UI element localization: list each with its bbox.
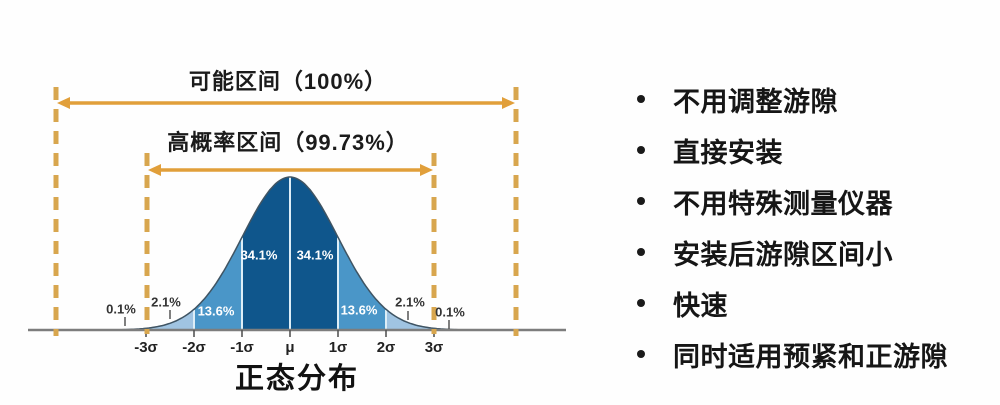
arrowhead-left-icon — [148, 164, 161, 176]
segment-pct-label: 13.6% — [197, 303, 235, 319]
bell-curve-plot — [28, 87, 566, 337]
high-probability-interval-label: 高概率区间（99.73%） — [167, 130, 409, 155]
list-item-text: 不用特殊测量仪器 — [673, 188, 893, 219]
normal-distribution-chart: 可能区间（100%） 高概率区间（99.73%） 正态分布 0.1% 2.1% 13… — [28, 69, 566, 395]
x-axis-tick-label: 2σ — [376, 339, 396, 356]
arrowhead-right-icon — [502, 97, 515, 109]
list-item-text: 同时适用预紧和正游隙 — [673, 341, 948, 372]
list-item: 快速 — [637, 288, 997, 321]
x-axis-tick-label: -1σ — [230, 339, 254, 356]
list-item: 安装后游隙区间小 — [637, 237, 997, 270]
chart-title: 正态分布 — [234, 363, 360, 395]
distribution-segment — [146, 309, 194, 330]
list-item-text: 直接安装 — [673, 137, 783, 168]
x-axis-tick-label: 1σ — [328, 339, 348, 356]
x-axis-tick-label: -3σ — [134, 339, 158, 356]
bullet-icon — [637, 197, 645, 205]
list-item-text: 不用调整游隙 — [673, 86, 838, 117]
x-axis-tick-label: 3σ — [424, 339, 444, 356]
segment-pct-label: 13.6% — [340, 302, 378, 318]
arrowhead-right-icon — [420, 164, 433, 176]
segment-pct-label: 2.1% — [395, 294, 425, 310]
segment-pct-label: 34.1% — [240, 247, 278, 263]
x-axis-tick-label: μ — [285, 339, 295, 356]
bullet-icon — [637, 146, 645, 154]
list-item-text: 安装后游隙区间小 — [673, 239, 893, 270]
list-item-text: 快速 — [673, 290, 728, 321]
list-item: 不用特殊测量仪器 — [637, 186, 997, 219]
arrowhead-left-icon — [57, 97, 70, 109]
bell-curve-outline — [102, 176, 478, 331]
bullet-icon — [637, 248, 645, 256]
list-item: 同时适用预紧和正游隙 — [637, 339, 997, 372]
x-axis-tick-label: -2σ — [182, 339, 206, 356]
bullet-icon — [637, 299, 645, 307]
segment-pct-label: 2.1% — [151, 294, 181, 310]
possible-interval-label: 可能区间（100%） — [188, 69, 388, 94]
list-item: 直接安装 — [637, 135, 997, 168]
segment-pct-label: 34.1% — [296, 247, 334, 263]
segment-pct-label: 0.1% — [106, 301, 136, 317]
list-item: 不用调整游隙 — [637, 84, 997, 117]
bullet-icon — [637, 95, 645, 103]
distribution-segment — [386, 309, 434, 330]
bullet-icon — [637, 350, 645, 358]
segment-pct-label: 0.1% — [435, 304, 465, 320]
feature-list: 不用调整游隙 直接安装 不用特殊测量仪器 安装后游隙区间小 快速 同时适用预紧和… — [637, 84, 997, 390]
